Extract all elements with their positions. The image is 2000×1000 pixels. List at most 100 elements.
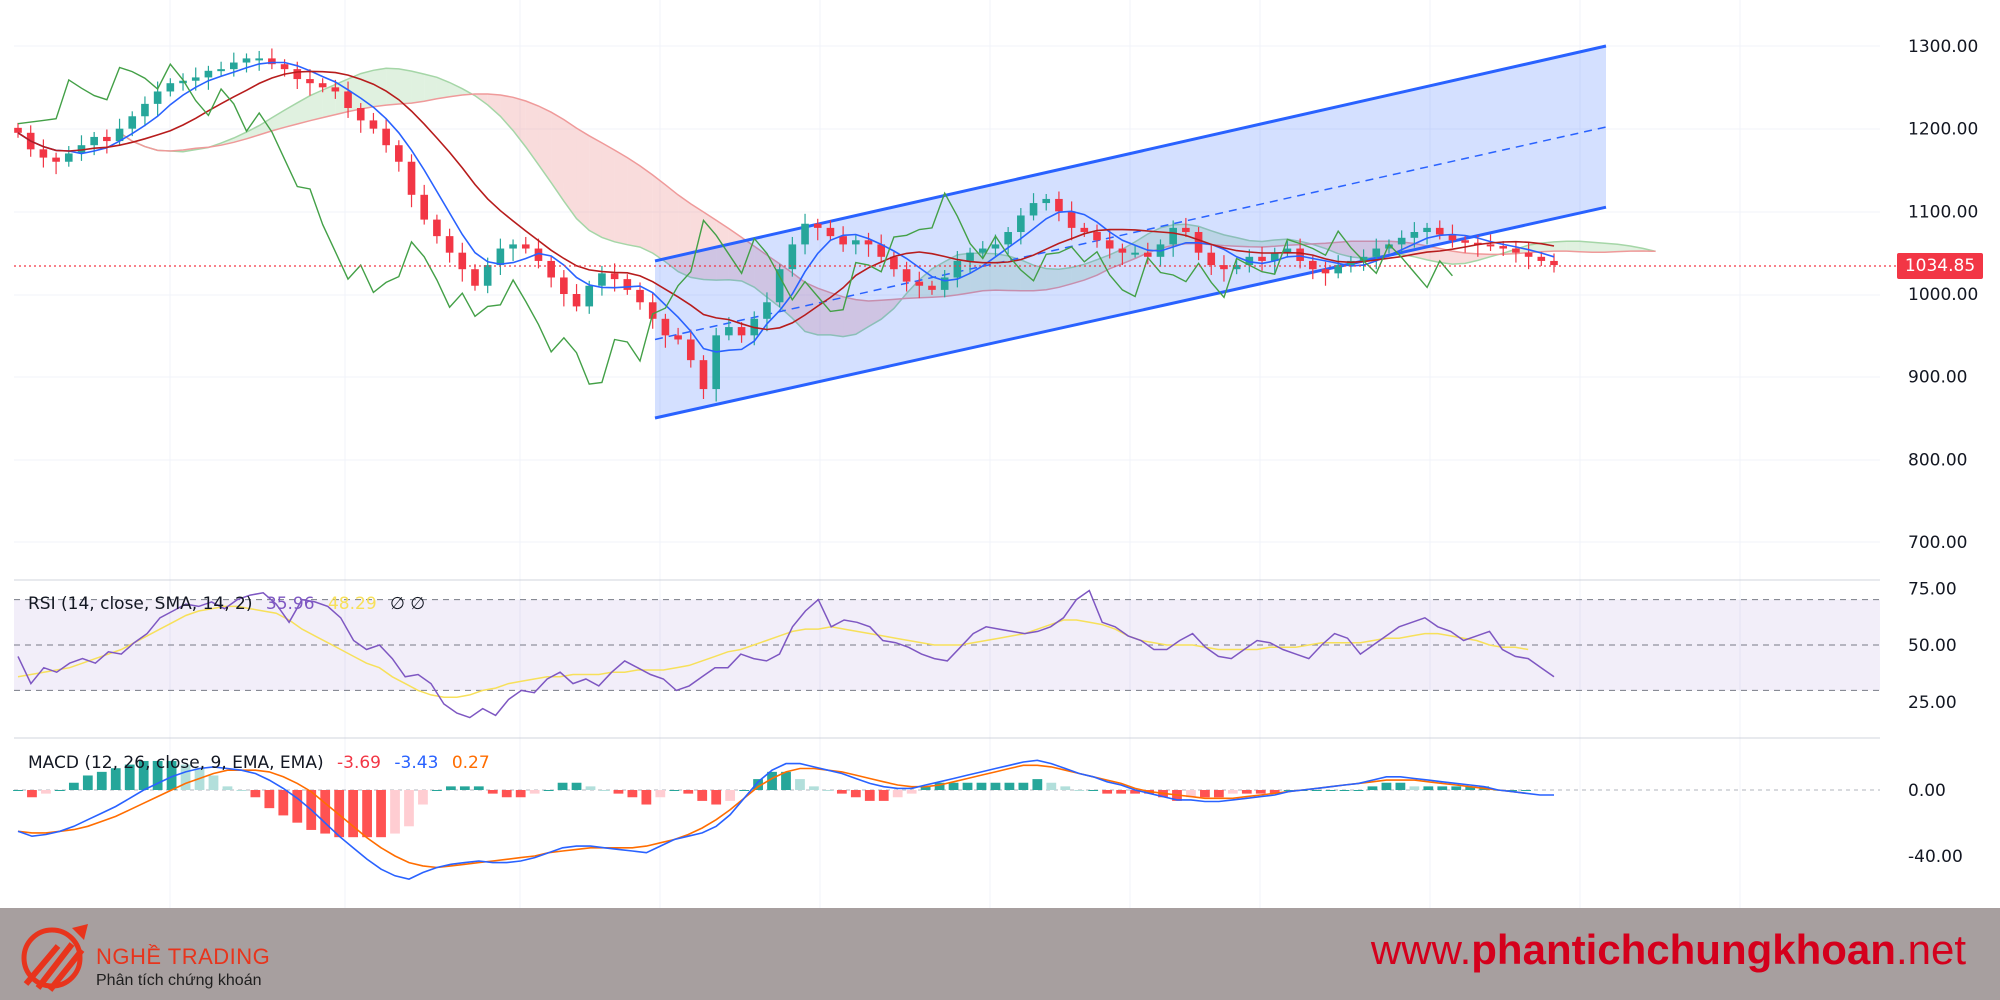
candle-body: [395, 145, 403, 162]
macd-histogram-bar: [599, 790, 610, 791]
lagging-span: [17, 62, 1453, 385]
macd-histogram-bar: [1227, 790, 1238, 794]
macd-hist-legend-value: 0.27: [452, 753, 490, 773]
candle-body: [725, 327, 733, 336]
candle-body: [1042, 198, 1051, 204]
brand-name: NGHỀ TRADING: [96, 944, 271, 969]
macd-histogram-bar: [1046, 782, 1057, 790]
macd-histogram-bar: [1074, 790, 1085, 791]
candle-body: [217, 69, 225, 72]
candle-body: [940, 277, 949, 290]
cloud-segment: [259, 117, 272, 135]
macd-histogram-bar: [739, 790, 749, 791]
candle-body: [1372, 248, 1381, 257]
cloud-segment: [1452, 251, 1466, 265]
candle-body: [1334, 265, 1343, 274]
cloud-segment: [678, 194, 691, 278]
rsi-tick-label: 50.00: [1908, 636, 1957, 656]
candle-body: [204, 70, 213, 78]
macd-histogram-bar: [1018, 782, 1029, 790]
macd-signal-line: [17, 764, 1527, 869]
macd-histogram-bar: [1367, 786, 1378, 790]
candle-body: [1207, 252, 1216, 266]
price-tick-label: 800.00: [1908, 450, 1967, 470]
candle-body: [1182, 227, 1190, 233]
candle-body: [1093, 232, 1101, 241]
macd-histogram-bar: [781, 771, 791, 790]
macd-histogram-bar: [1200, 790, 1210, 798]
candle-body: [369, 120, 378, 129]
candle-body: [572, 294, 581, 307]
cloud-segment: [716, 220, 729, 281]
candle-body: [1385, 244, 1393, 249]
website-link[interactable]: www.phantichchungkhoan.net: [1371, 926, 1966, 974]
cloud-segment: [1604, 243, 1618, 253]
candle-body: [1410, 232, 1419, 238]
cloud-segment: [297, 95, 310, 124]
macd-histogram-bar: [222, 786, 233, 790]
macd-histogram-bar: [892, 790, 903, 798]
candle-body: [737, 327, 746, 336]
candle-body: [1105, 240, 1114, 249]
candle-body: [890, 256, 898, 270]
macd-histogram-bar: [1130, 790, 1140, 794]
macd-histogram-bar: [1381, 782, 1392, 790]
macd-histogram-bar: [362, 790, 372, 838]
cloud-segment: [233, 132, 247, 143]
trading-chart[interactable]: 1300.00 1200.00 1100.00 1000.00 900.00 800.00…: [0, 0, 2000, 908]
candle-body: [852, 240, 860, 245]
cloud-segment: [538, 106, 552, 183]
cloud-segment: [881, 299, 894, 320]
candle-body: [1245, 256, 1254, 266]
candle-body: [674, 335, 682, 340]
cloud-segment: [1338, 241, 1351, 257]
url-suffix: .net: [1895, 926, 1966, 973]
macd-histogram-bar: [543, 790, 554, 791]
candle-body: [1017, 215, 1025, 233]
candle-body: [1524, 252, 1533, 257]
macd-histogram-bar: [711, 790, 722, 805]
macd-histogram-bar: [1116, 790, 1127, 794]
macd-line: [17, 759, 1554, 880]
candle-body: [623, 279, 632, 290]
candle-body: [1321, 269, 1330, 274]
candle-body: [661, 318, 670, 336]
last-price-tag: 1034.85: [1897, 253, 1983, 279]
candle-body: [1499, 246, 1508, 249]
candle-body: [775, 269, 784, 303]
macd-panel: [13, 759, 1880, 880]
cloud-segment: [805, 282, 818, 335]
candle-body: [953, 260, 962, 278]
macd-histogram-bar: [1311, 790, 1322, 791]
macd-histogram-bar: [962, 782, 973, 790]
macd-histogram-bar: [487, 790, 498, 794]
macd-histogram-bar: [1507, 790, 1517, 791]
rsi-tick-label: 75.00: [1908, 579, 1957, 599]
macd-histogram-bar: [990, 782, 1001, 790]
macd-histogram-bar: [180, 764, 191, 790]
macd-histogram-bar: [697, 790, 708, 801]
channel-fill: [655, 46, 1606, 419]
macd-legend: MACD (12, 26, close, 9, EMA, EMA) -3.69 …: [28, 753, 490, 773]
candle-body: [153, 91, 162, 104]
cloud-segment: [1274, 239, 1288, 247]
candle-body: [166, 83, 175, 92]
candle-body: [978, 248, 987, 253]
macd-histogram-bar: [1521, 790, 1531, 791]
candle-body: [115, 128, 124, 142]
candle-body: [191, 77, 200, 81]
candle-body: [1004, 232, 1012, 245]
candle-body: [382, 128, 390, 146]
cloud-segment: [271, 110, 285, 131]
cloud-segment: [487, 93, 501, 117]
channel-lower-line: [654, 205, 1607, 420]
macd-histogram-bar: [334, 790, 345, 838]
cloud-segment: [1071, 264, 1085, 284]
macd-legend-title: MACD (12, 26, close, 9, EMA, EMA): [28, 753, 324, 773]
candle-body: [318, 83, 327, 88]
candle-body: [1131, 252, 1139, 255]
cloud-segment: [1223, 234, 1237, 247]
cloud-segment: [411, 71, 425, 104]
macd-histogram-bar: [1339, 790, 1350, 791]
macd-histogram-bar: [41, 790, 51, 794]
